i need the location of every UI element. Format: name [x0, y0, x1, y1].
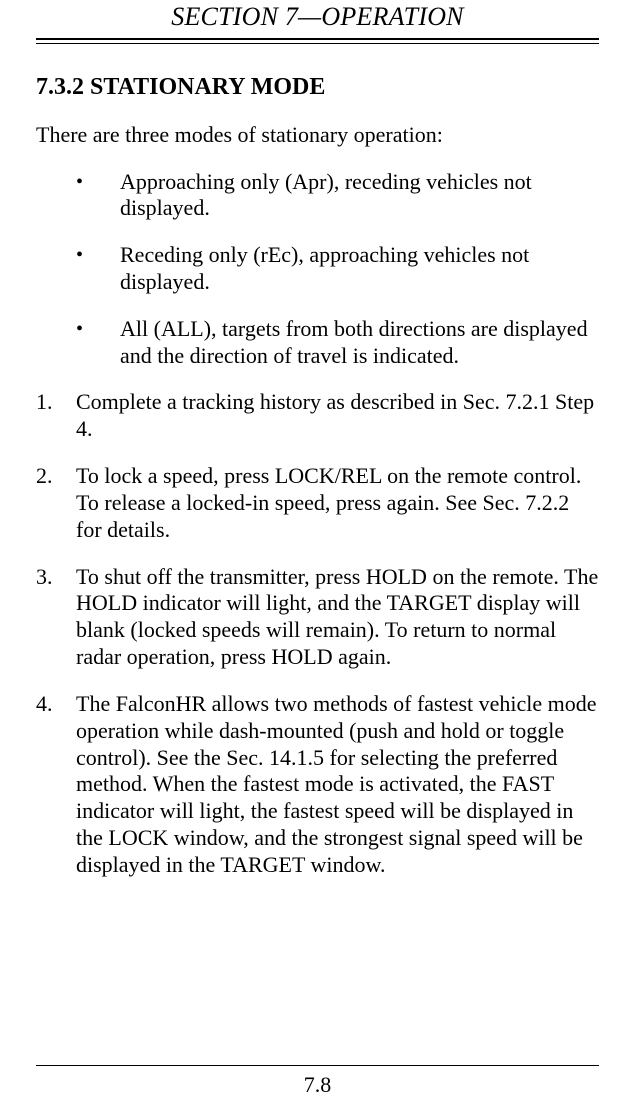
subsection-heading: 7.3.2 STATIONARY MODE	[36, 74, 599, 101]
content-area: 7.3.2 STATIONARY MODE There are three mo…	[36, 42, 599, 879]
list-item: 1. Complete a tracking history as descri…	[36, 389, 599, 443]
procedure-list: 1. Complete a tracking history as descri…	[36, 389, 599, 878]
step-number: 2.	[36, 463, 53, 490]
list-item-text: All (ALL), targets from both directions …	[120, 316, 588, 368]
list-item: • All (ALL), targets from both direction…	[36, 316, 599, 370]
page-footer: 7.8	[36, 1065, 599, 1098]
step-text: Complete a tracking history as described…	[76, 389, 594, 441]
list-item: 2. To lock a speed, press LOCK/REL on th…	[36, 463, 599, 543]
list-item: 4. The FalconHR allows two methods of fa…	[36, 691, 599, 879]
step-number: 4.	[36, 691, 53, 718]
step-number: 3.	[36, 564, 53, 591]
intro-paragraph: There are three modes of stationary oper…	[36, 121, 599, 149]
bullet-icon: •	[76, 243, 83, 267]
header-double-rule	[36, 38, 599, 42]
step-text: The FalconHR allows two methods of faste…	[76, 691, 597, 877]
bullet-icon: •	[76, 170, 83, 194]
step-number: 1.	[36, 389, 53, 416]
list-item-text: Approaching only (Apr), receding vehicle…	[120, 169, 532, 221]
list-item-text: Receding only (rEc), approaching vehicle…	[120, 242, 529, 294]
list-item: • Receding only (rEc), approaching vehic…	[36, 242, 599, 296]
mode-bullet-list: • Approaching only (Apr), receding vehic…	[36, 169, 599, 370]
footer-rule	[36, 1065, 599, 1066]
bullet-icon: •	[76, 317, 83, 341]
section-header: SECTION 7—OPERATION	[36, 0, 599, 38]
list-item: 3. To shut off the transmitter, press HO…	[36, 564, 599, 671]
step-text: To lock a speed, press LOCK/REL on the r…	[76, 463, 581, 542]
list-item: • Approaching only (Apr), receding vehic…	[36, 169, 599, 223]
step-text: To shut off the transmitter, press HOLD …	[76, 564, 598, 669]
page-number: 7.8	[36, 1072, 599, 1098]
page: SECTION 7—OPERATION 7.3.2 STATIONARY MOD…	[0, 0, 635, 1114]
